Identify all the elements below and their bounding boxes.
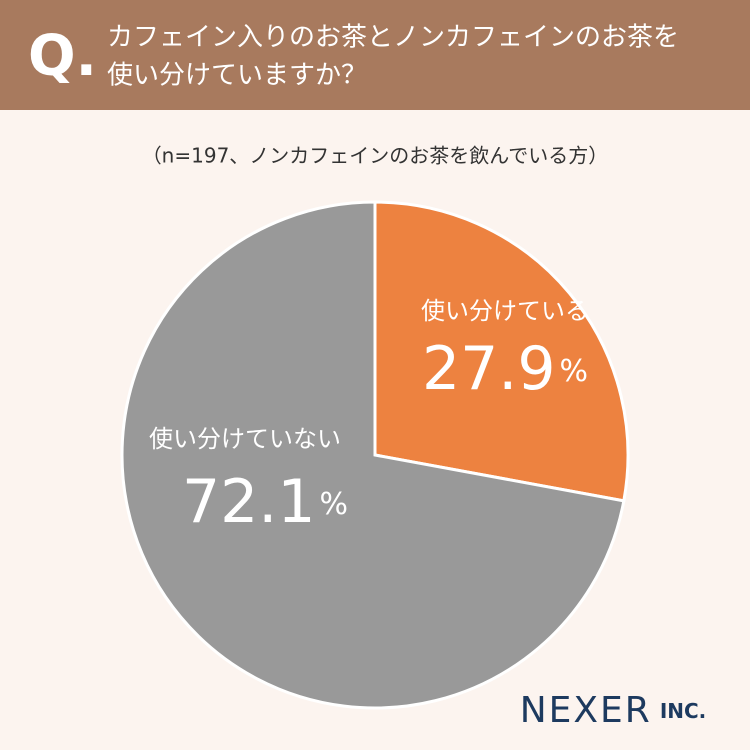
badge: Q. <box>28 24 97 89</box>
labels: 使い分けている 27.9 % 使い分けていない 72.1% <box>149 297 589 537</box>
logo-suffix: INC. <box>660 699 706 723</box>
value-number: 72.1 <box>182 467 316 537</box>
pie <box>120 200 630 710</box>
pie-slice <box>373 200 630 503</box>
value-number: 27.9 <box>422 334 556 404</box>
value-label: 27.9% <box>422 334 588 404</box>
subtitle: （n=197、ノンカフェインのお茶を飲んでいる方） <box>142 144 609 168</box>
value-unit: % <box>320 487 349 522</box>
title-line: 使い分けていますか？ <box>107 61 367 91</box>
slice-label: 使い分けている <box>421 297 589 325</box>
logo: NEXER INC. <box>520 690 707 731</box>
value-unit: % <box>560 354 589 389</box>
pie-slice <box>120 200 626 710</box>
header-band <box>0 0 750 110</box>
value-label: 72.1% <box>182 467 348 537</box>
title-line: カフェイン入りのお茶とノンカフェインのお茶を <box>107 23 679 53</box>
slice-label: 使い分けていない <box>149 425 341 453</box>
logo-name: NEXER <box>520 690 652 731</box>
